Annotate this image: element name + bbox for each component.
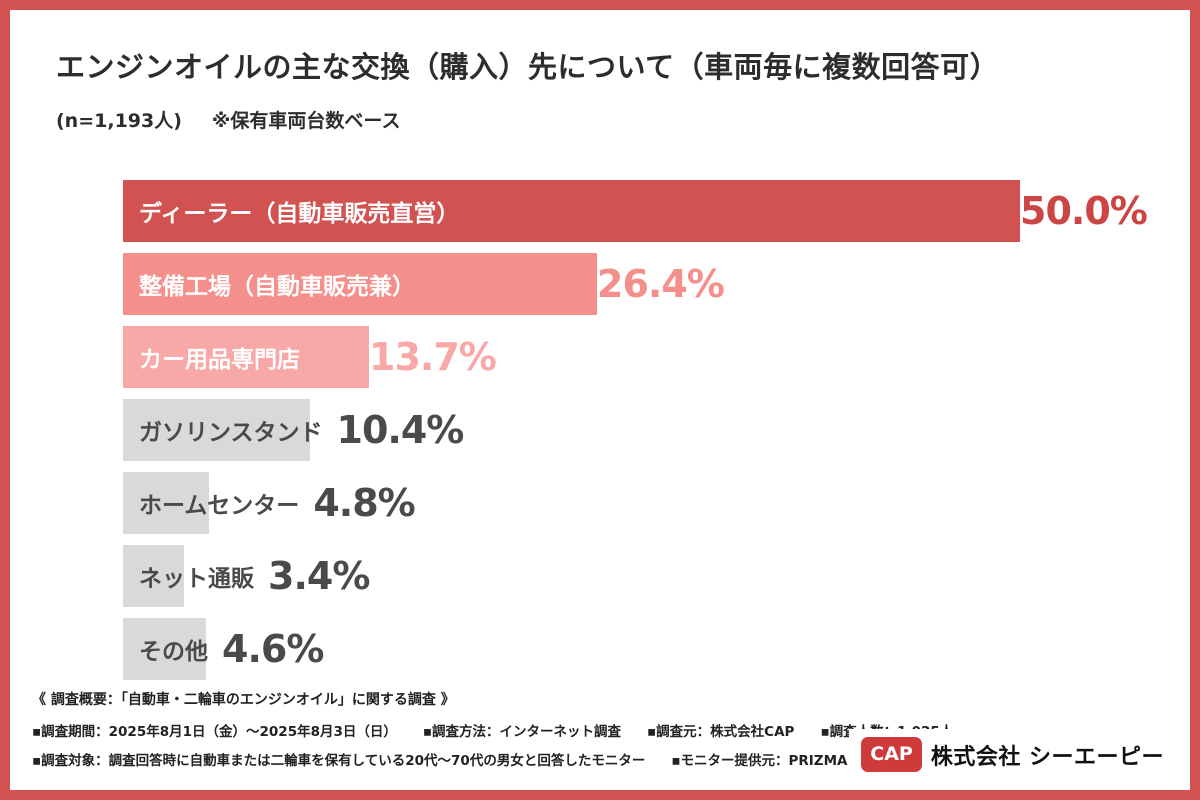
bar-value-label: 4.6% [222, 627, 324, 671]
bar-value-label: 26.4% [597, 262, 725, 306]
bar [123, 180, 1020, 242]
bar [123, 618, 206, 680]
bar-value-label: 4.8% [313, 481, 415, 525]
bar-chart: ディーラー（自動車販売直営） 50.0% 整備工場（自動車販売兼） 26.4% カー用品… [123, 180, 1163, 691]
survey-overview-line: 《 調査概要：「自動車・二輪車のエンジンオイル」に関する調査 》 [32, 692, 455, 708]
survey-period: ▪調査期間：2025年8月1日（金）〜2025年8月3日（日） [32, 724, 397, 740]
page-title: エンジンオイルの主な交換（購入）先について（車両毎に複数回答可） [56, 50, 1000, 84]
bar-category-label: その他 [139, 639, 208, 665]
bar-row: ネット通販 3.4% [123, 545, 1163, 607]
bar-row: ガソリンスタンド 10.4% [123, 399, 1163, 461]
bar-category-label: ネット通販 [139, 566, 254, 592]
survey-monitor-provider: ▪モニター提供元：PRIZMAリサーチ [671, 753, 902, 769]
chart-subtitle: (n=1,193人) ※保有車両台数ベース [56, 106, 1190, 133]
bar-category-label: ディーラー（自動車販売直営） [139, 201, 460, 227]
bar [123, 545, 184, 607]
bar-row: その他 4.6% [123, 618, 1163, 680]
bar-category-label: カー用品専門店 [139, 347, 300, 373]
bar-category-label: ホームセンター [139, 493, 300, 519]
bar-value-label: 13.7% [369, 335, 497, 379]
survey-source: ▪調査元：株式会社CAP [647, 724, 795, 740]
sample-size-label: (n=1,193人) [56, 110, 182, 132]
company-logo: CAP 株式会社 シーエーピー [849, 729, 1176, 780]
survey-method: ▪調査方法：インターネット調査 [422, 724, 622, 740]
bar-category-label: 整備工場（自動車販売兼） [139, 274, 415, 300]
company-name: 株式会社 シーエーピー [930, 744, 1164, 770]
bar [123, 399, 310, 461]
cap-logo-icon: CAP [861, 737, 922, 772]
bar [123, 472, 209, 534]
bar-row: ディーラー（自動車販売直営） 50.0% [123, 180, 1163, 242]
bar-value-label: 50.0% [1020, 189, 1148, 233]
bar-row: カー用品専門店 13.7% [123, 326, 1163, 388]
bar-value-label: 3.4% [268, 554, 370, 598]
bar-value-label: 10.4% [336, 408, 465, 452]
bar [123, 326, 369, 388]
bar-row: ホームセンター 4.8% [123, 472, 1163, 534]
survey-details-line-1: ▪調査期間：2025年8月1日（金）〜2025年8月3日（日） ▪調査方法：イン… [32, 720, 953, 740]
base-note-label: ※保有車両台数ベース [211, 110, 401, 132]
survey-target: ▪調査対象：調査回答時に自動車または二輪車を保有している20代〜70代の男女と回… [32, 753, 646, 769]
survey-footer: 《 調査概要：「自動車・二輪車のエンジンオイル」に関する調査 》 ▪調査期間：2… [32, 689, 953, 778]
bar [123, 253, 597, 315]
survey-details-line-2: ▪調査対象：調査回答時に自動車または二輪車を保有している20代〜70代の男女と回… [32, 749, 930, 769]
bar-row: 整備工場（自動車販売兼） 26.4% [123, 253, 1163, 315]
bar-category-label: ガソリンスタンド [139, 420, 323, 446]
